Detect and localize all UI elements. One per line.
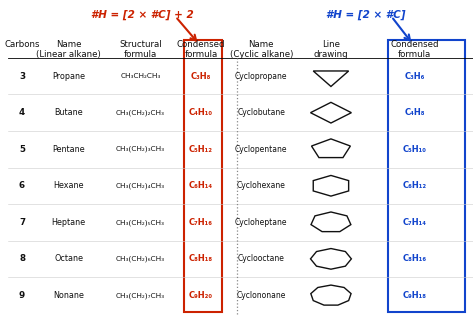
Text: Cyclooctane: Cyclooctane — [238, 254, 285, 263]
Text: Line
drawing: Line drawing — [314, 40, 348, 59]
Text: Carbons: Carbons — [4, 40, 40, 49]
Text: CH₃(CH₂)₂CH₃: CH₃(CH₂)₂CH₃ — [116, 110, 165, 116]
Bar — [388, 40, 465, 312]
Bar — [184, 40, 222, 312]
Text: Cyclobutane: Cyclobutane — [237, 108, 285, 117]
Text: C₃H₈: C₃H₈ — [191, 72, 211, 81]
Text: Heptane: Heptane — [52, 218, 86, 227]
Text: Butane: Butane — [54, 108, 83, 117]
Text: C₅H₁₂: C₅H₁₂ — [189, 145, 213, 154]
Text: C₉H₂₀: C₉H₂₀ — [189, 291, 213, 300]
Text: Octane: Octane — [54, 254, 83, 263]
Text: C₈H₁₈: C₈H₁₈ — [189, 254, 213, 263]
Text: Condensed
formula: Condensed formula — [390, 40, 439, 59]
Text: 8: 8 — [19, 254, 25, 263]
Text: CH₃(CH₂)₅CH₃: CH₃(CH₂)₅CH₃ — [116, 219, 165, 225]
Text: 5: 5 — [19, 145, 25, 154]
Text: Name
(Cyclic alkane): Name (Cyclic alkane) — [229, 40, 293, 59]
Text: 9: 9 — [19, 291, 25, 300]
Text: 6: 6 — [19, 181, 25, 190]
Text: #H = [2 × #C] + 2: #H = [2 × #C] + 2 — [91, 10, 194, 20]
Text: Hexane: Hexane — [53, 181, 84, 190]
Text: CH₃CH₂CH₃: CH₃CH₂CH₃ — [120, 73, 161, 79]
Text: C₇H₁₄: C₇H₁₄ — [402, 218, 427, 227]
Text: Cyclononane: Cyclononane — [237, 291, 286, 300]
Text: C₅H₁₀: C₅H₁₀ — [402, 145, 427, 154]
Text: Cycloheptane: Cycloheptane — [235, 218, 288, 227]
Text: #H = [2 × #C]: #H = [2 × #C] — [326, 10, 406, 20]
Text: Cyclopentane: Cyclopentane — [235, 145, 288, 154]
Text: Pentane: Pentane — [52, 145, 85, 154]
Text: CH₃(CH₂)₃CH₃: CH₃(CH₂)₃CH₃ — [116, 146, 165, 152]
Text: Cyclopropane: Cyclopropane — [235, 72, 288, 81]
Text: C₈H₁₆: C₈H₁₆ — [402, 254, 427, 263]
Text: C₄H₁₀: C₄H₁₀ — [189, 108, 213, 117]
Text: Cyclohexane: Cyclohexane — [237, 181, 286, 190]
Text: CH₃(CH₂)₄CH₃: CH₃(CH₂)₄CH₃ — [116, 183, 165, 189]
Text: Structural
formula: Structural formula — [119, 40, 162, 59]
Text: Name
(Linear alkane): Name (Linear alkane) — [36, 40, 101, 59]
Text: C₆H₁₄: C₆H₁₄ — [189, 181, 213, 190]
Text: C₃H₆: C₃H₆ — [404, 72, 425, 81]
Text: C₉H₁₈: C₉H₁₈ — [402, 291, 427, 300]
Text: C₄H₈: C₄H₈ — [404, 108, 425, 117]
Text: Condensed
formula: Condensed formula — [177, 40, 225, 59]
Text: Propane: Propane — [52, 72, 85, 81]
Text: 4: 4 — [19, 108, 25, 117]
Text: Nonane: Nonane — [53, 291, 84, 300]
Text: CH₃(CH₂)₇CH₃: CH₃(CH₂)₇CH₃ — [116, 292, 165, 299]
Text: C₇H₁₆: C₇H₁₆ — [189, 218, 213, 227]
Text: 3: 3 — [19, 72, 25, 81]
Text: C₆H₁₂: C₆H₁₂ — [402, 181, 427, 190]
Text: CH₃(CH₂)₆CH₃: CH₃(CH₂)₆CH₃ — [116, 256, 165, 262]
Text: 7: 7 — [19, 218, 25, 227]
